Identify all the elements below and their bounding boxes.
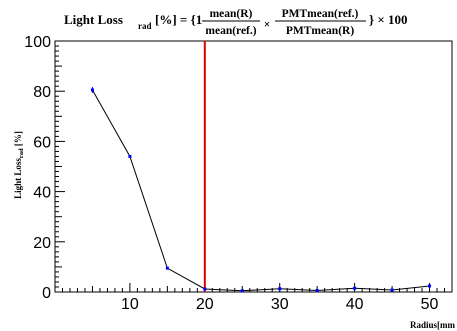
data-point (390, 288, 394, 292)
title-numerator-1: mean(R) (210, 8, 253, 20)
data-point (240, 289, 244, 293)
data-point (90, 88, 94, 92)
y-tick-label: 80 (33, 84, 51, 101)
title-lead: Light Loss (64, 12, 123, 27)
x-tick-label: 40 (346, 296, 364, 313)
data-point (128, 154, 132, 158)
y-tick-label: 20 (33, 235, 51, 252)
x-axis-label: Radius[mm (410, 320, 456, 330)
y-axis-label-unit: [%] (13, 131, 23, 148)
data-point (278, 287, 282, 291)
chart-title: Light Loss rad [%] = {1- mean(R) mean(re… (64, 8, 408, 37)
title-tail: } × 100 (369, 12, 408, 27)
x-tick-label: 50 (421, 296, 439, 313)
data-point (428, 284, 432, 288)
data-point (315, 288, 319, 292)
axes-layer: 10 20 30 40 50 0 20 40 60 80 100 (24, 34, 453, 313)
data-layer (90, 41, 432, 293)
title-unit: [%] = {1- (155, 12, 207, 27)
x-tick-label: 20 (196, 296, 214, 313)
title-lead-subscript: rad (138, 21, 152, 31)
svg-text:Light Lossrad [%]: Light Lossrad [%] (13, 131, 25, 199)
plot-frame (54, 40, 453, 293)
x-tick-label: 10 (121, 296, 139, 313)
y-tick-label: 0 (42, 285, 51, 302)
y-tick-label: 40 (33, 185, 51, 202)
series-line (92, 89, 430, 292)
y-tick-label: 60 (33, 134, 51, 151)
title-times: × (264, 19, 271, 31)
data-point (165, 266, 169, 270)
data-point (203, 287, 207, 291)
y-axis-label: Light Lossrad [%] (13, 131, 25, 199)
y-axis-label-main: Light Loss (13, 158, 23, 199)
title-denominator-1: mean(ref.) (205, 25, 256, 37)
x-tick-label: 30 (271, 296, 289, 313)
y-axis-label-subscript: rad (18, 148, 25, 158)
title-numerator-2: PMTmean(ref.) (282, 8, 359, 20)
data-point (353, 286, 357, 290)
y-tick-label: 100 (24, 34, 51, 51)
title-denominator-2: PMTmean(R) (286, 25, 355, 37)
